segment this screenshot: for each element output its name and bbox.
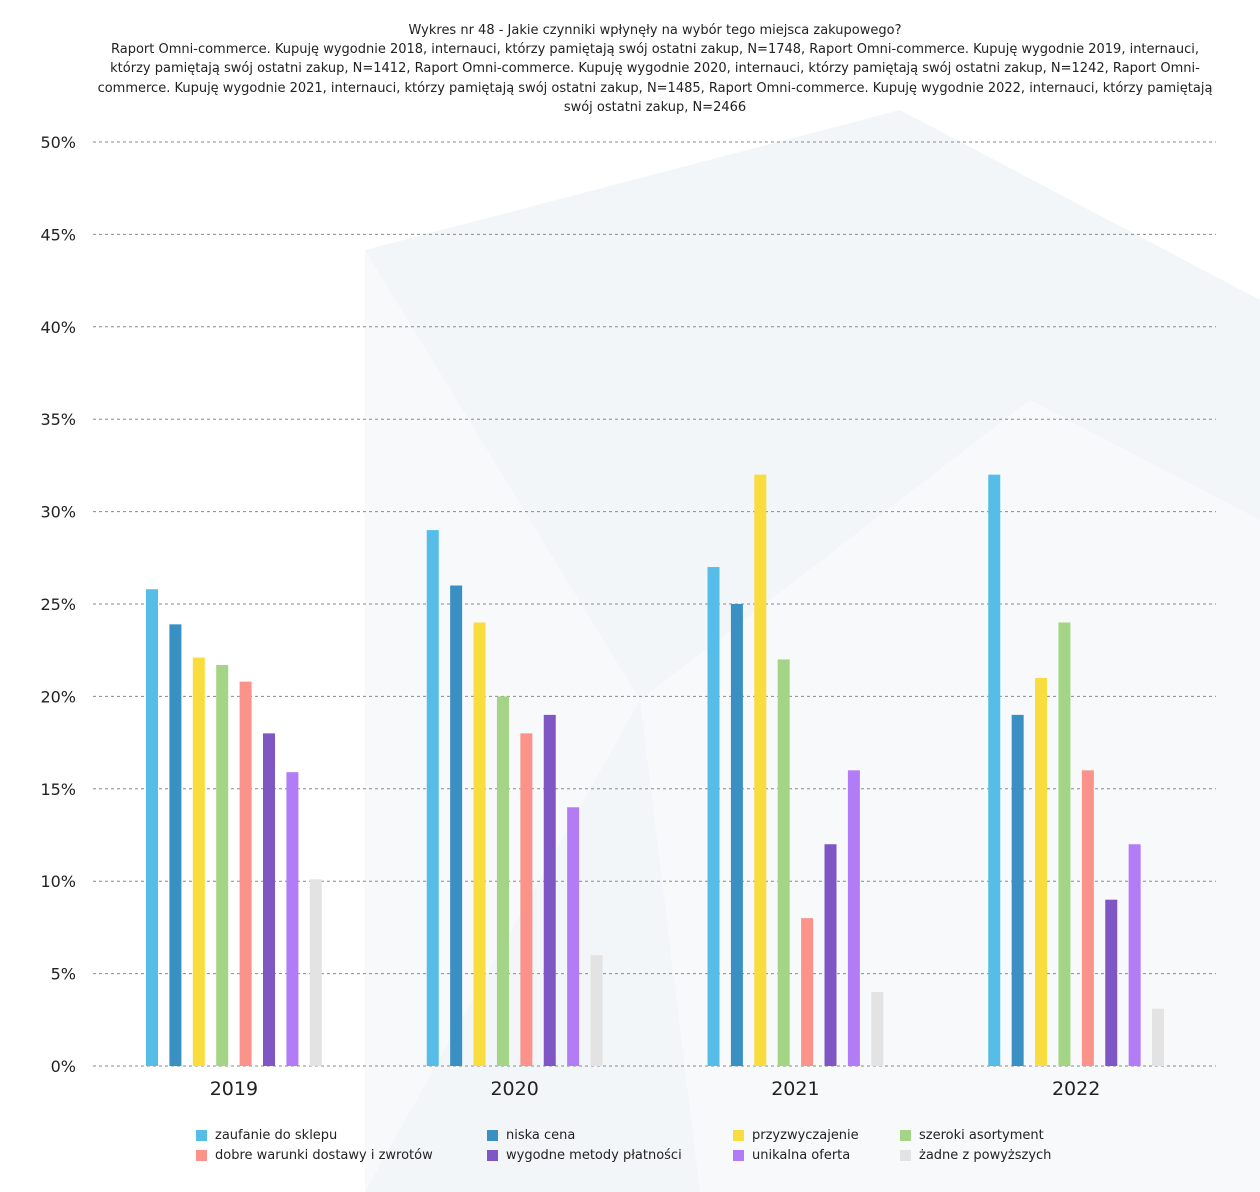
bar-1-4 [520, 733, 533, 1066]
bar-0-6 [286, 772, 299, 1066]
bar-2-0 [707, 567, 720, 1066]
bar-2-4 [801, 918, 814, 1066]
bar-0-0 [146, 589, 158, 1066]
bar-1-7 [590, 955, 603, 1066]
chart-subtitle: Raport Omni-commerce. Kupuję wygodnie 20… [97, 42, 1213, 115]
bar-2-5 [824, 844, 837, 1066]
bar-1-2 [473, 622, 486, 1066]
y-tick-label: 20% [40, 687, 76, 706]
y-tick-label: 0% [51, 1057, 76, 1076]
legend-swatch [733, 1150, 744, 1161]
y-tick-label: 40% [40, 318, 76, 337]
legend-item: zaufanie do sklepu [196, 1128, 337, 1143]
bar-2-7 [871, 992, 884, 1066]
bar-1-3 [496, 696, 509, 1066]
bar-3-1 [1011, 714, 1024, 1066]
bar-1-6 [567, 807, 580, 1066]
legend-swatch [196, 1130, 207, 1141]
chart-title: Wykres nr 48 - Jakie czynniki wpłynęły n… [408, 23, 902, 38]
bar-0-2 [192, 657, 205, 1066]
chart-title-block: Wykres nr 48 - Jakie czynniki wpłynęły n… [90, 21, 1220, 117]
legend-swatch [900, 1150, 911, 1161]
legend-label: żadne z powyższych [919, 1148, 1052, 1163]
x-tick-label: 2021 [771, 1078, 819, 1100]
legend-item: unikalna oferta [733, 1148, 850, 1163]
bar-3-2 [1035, 677, 1048, 1066]
bar-1-1 [450, 585, 463, 1066]
y-tick-label: 15% [40, 780, 76, 799]
bar-3-0 [988, 474, 1001, 1066]
bar-2-6 [847, 770, 860, 1066]
y-tick-label: 45% [40, 225, 76, 244]
legend-item: wygodne metody płatności [487, 1148, 682, 1163]
legend-swatch [196, 1150, 207, 1161]
bar-2-3 [777, 659, 790, 1066]
bar-1-0 [426, 530, 439, 1066]
legend-label: niska cena [506, 1128, 576, 1143]
bar-0-4 [239, 681, 252, 1066]
legend-label: wygodne metody płatności [506, 1148, 682, 1163]
legend-item: dobre warunki dostawy i zwrotów [196, 1148, 433, 1163]
y-tick-label: 30% [40, 503, 76, 522]
x-tick-label: 2022 [1052, 1078, 1100, 1100]
bar-3-5 [1105, 899, 1118, 1066]
legend-swatch [733, 1130, 744, 1141]
bar-0-7 [309, 879, 322, 1066]
y-tick-label: 10% [40, 872, 76, 891]
legend-label: szeroki asortyment [919, 1128, 1044, 1143]
legend-item: żadne z powyższych [900, 1148, 1051, 1163]
bar-3-7 [1152, 1008, 1165, 1066]
bar-3-3 [1058, 622, 1071, 1066]
legend-label: przyzwyczajenie [752, 1128, 859, 1143]
legend-swatch [487, 1130, 498, 1141]
bar-0-1 [169, 624, 182, 1066]
legend-label: unikalna oferta [752, 1148, 851, 1163]
y-tick-label: 25% [40, 595, 76, 614]
y-tick-label: 50% [40, 133, 76, 152]
legend-swatch [900, 1130, 911, 1141]
x-tick-label: 2019 [210, 1078, 258, 1100]
legend-label: zaufanie do sklepu [215, 1128, 338, 1143]
y-tick-label: 35% [40, 410, 76, 429]
bar-2-2 [754, 474, 767, 1066]
legend-item: niska cena [487, 1128, 575, 1143]
legend-item: przyzwyczajenie [733, 1128, 859, 1143]
bar-0-3 [216, 664, 229, 1066]
bar-3-6 [1128, 844, 1141, 1066]
bar-1-5 [543, 714, 556, 1066]
legend-item: szeroki asortyment [900, 1128, 1044, 1143]
legend-swatch [487, 1150, 498, 1161]
bar-2-1 [730, 604, 743, 1066]
bar-0-5 [263, 733, 275, 1066]
y-tick-label: 5% [51, 965, 76, 984]
x-tick-label: 2020 [490, 1078, 538, 1100]
legend-label: dobre warunki dostawy i zwrotów [215, 1148, 433, 1163]
bar-3-4 [1081, 770, 1094, 1066]
